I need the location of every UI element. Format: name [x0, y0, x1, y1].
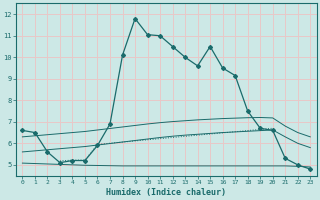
X-axis label: Humidex (Indice chaleur): Humidex (Indice chaleur) — [106, 188, 226, 197]
